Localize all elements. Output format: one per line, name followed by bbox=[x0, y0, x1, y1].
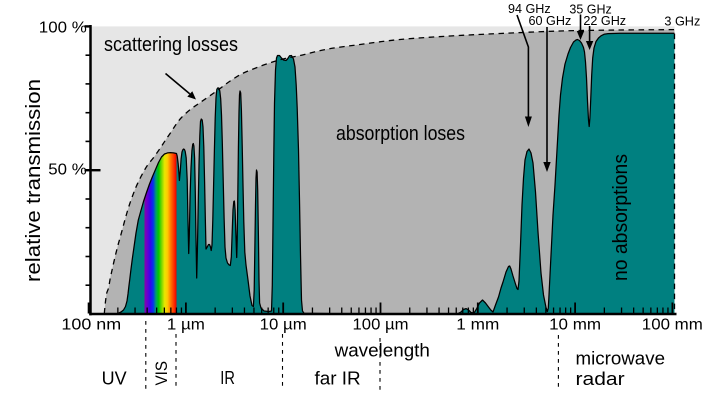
svg-text:wavelength: wavelength bbox=[334, 341, 430, 361]
svg-text:100 µm: 100 µm bbox=[353, 317, 409, 334]
svg-text:far IR: far IR bbox=[315, 369, 361, 389]
svg-text:IR: IR bbox=[220, 368, 235, 388]
svg-text:10 µm: 10 µm bbox=[260, 317, 307, 334]
svg-text:35 GHz: 35 GHz bbox=[569, 1, 611, 16]
svg-text:relative transmission: relative transmission bbox=[23, 79, 45, 282]
svg-text:microwave: microwave bbox=[576, 349, 666, 369]
svg-text:VIS: VIS bbox=[152, 361, 171, 386]
svg-text:1 mm: 1 mm bbox=[456, 317, 499, 334]
svg-text:22 GHz: 22 GHz bbox=[583, 13, 626, 28]
svg-text:100 nm: 100 nm bbox=[61, 317, 121, 334]
svg-text:94 GHz: 94 GHz bbox=[508, 1, 551, 16]
svg-text:100 %: 100 % bbox=[39, 19, 87, 36]
svg-text:scattering losses: scattering losses bbox=[104, 34, 238, 56]
svg-text:60 GHz: 60 GHz bbox=[529, 13, 572, 28]
svg-text:100 mm: 100 mm bbox=[642, 317, 703, 334]
svg-text:no absorptions: no absorptions bbox=[610, 154, 632, 281]
svg-text:radar: radar bbox=[576, 369, 625, 389]
svg-text:absorption loses: absorption loses bbox=[336, 123, 465, 145]
svg-text:10 mm: 10 mm bbox=[549, 317, 601, 334]
svg-text:UV: UV bbox=[102, 369, 127, 389]
svg-text:50 %: 50 % bbox=[48, 162, 86, 179]
svg-text:1 µm: 1 µm bbox=[167, 317, 205, 334]
svg-text:3 GHz: 3 GHz bbox=[664, 13, 700, 28]
